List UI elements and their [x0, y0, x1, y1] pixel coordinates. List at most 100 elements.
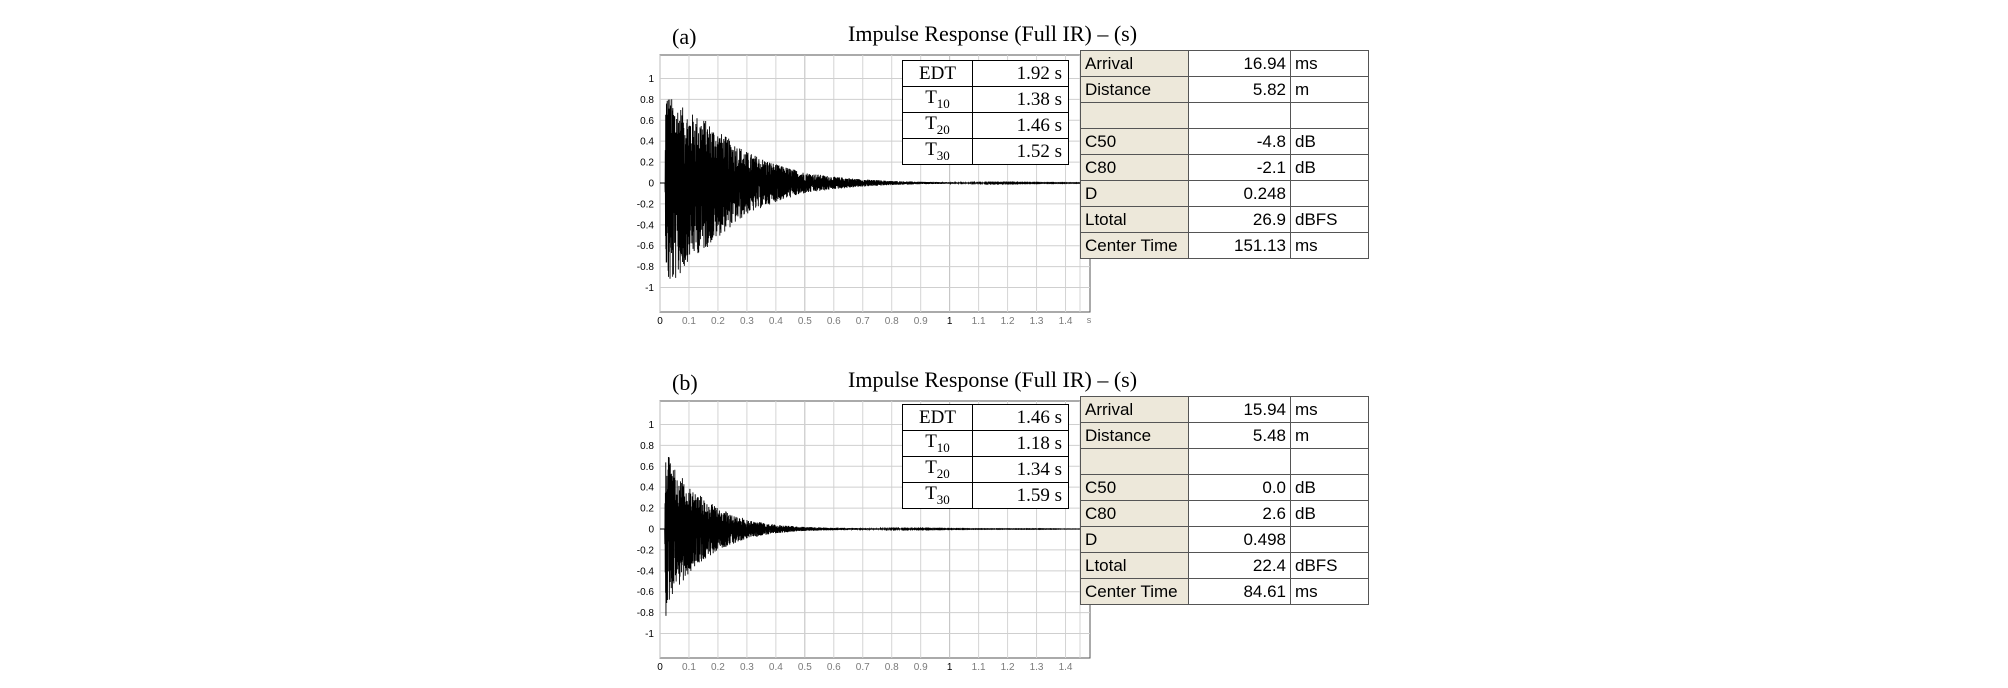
param-unit: m: [1290, 76, 1369, 103]
x-tick-label: 0.1: [682, 662, 696, 673]
param-name: Ltotal: [1080, 552, 1189, 579]
y-tick-label: -1: [645, 283, 654, 294]
chart-title: Impulse Response (Full IR) – (s): [848, 367, 1138, 392]
y-tick-label: 0.2: [640, 158, 654, 169]
x-tick-label: 0.7: [856, 662, 870, 673]
panel-b: (b) Impulse Response (Full IR) – (s) 0 0.…: [0, 344, 2008, 688]
param-value: 16.94: [1188, 50, 1291, 77]
table-row: EDT 1.92 s: [902, 60, 1069, 87]
x-tick-label: 0: [657, 316, 663, 327]
param-value: 84.61: [1188, 578, 1291, 605]
reverb-param-value: 1.59 s: [972, 482, 1069, 509]
param-name: [1080, 102, 1189, 129]
x-tick-label: 0.3: [740, 662, 754, 673]
table-row: [1080, 102, 1369, 129]
reverb-time-table: EDT 1.92 s T10 1.38 s T20 1.46 s T30 1.5…: [902, 60, 1069, 165]
reverb-param-value: 1.92 s: [972, 60, 1069, 87]
table-row: Center Time 151.13 ms: [1080, 232, 1369, 259]
table-row: T30 1.52 s: [902, 138, 1069, 165]
param-unit: [1290, 102, 1369, 129]
y-tick-label: 0.2: [640, 504, 654, 515]
param-name: Distance: [1080, 422, 1189, 449]
param-value: 2.6: [1188, 500, 1291, 527]
x-tick-label: 0.6: [827, 662, 841, 673]
param-name: [1080, 448, 1189, 475]
table-row: T10 1.38 s: [902, 86, 1069, 113]
param-unit: dB: [1290, 154, 1369, 181]
param-name: C50: [1080, 474, 1189, 501]
reverb-param-name: EDT: [902, 60, 973, 87]
param-name: Arrival: [1080, 396, 1189, 423]
y-tick-label: -0.4: [637, 220, 655, 231]
x-tick-label: 0.6: [827, 316, 841, 327]
param-unit: dBFS: [1290, 552, 1369, 579]
reverb-param-name: T30: [902, 482, 973, 509]
table-row: C50 0.0 dB: [1080, 474, 1369, 501]
y-tick-label: -0.8: [637, 608, 655, 619]
param-value: -2.1: [1188, 154, 1291, 181]
x-tick-label: 0.9: [914, 316, 928, 327]
reverb-param-name: T20: [902, 112, 973, 139]
x-tick-label: 1.4: [1059, 316, 1073, 327]
y-tick-label: 0.4: [640, 483, 654, 494]
x-tick-label: 0.2: [711, 316, 725, 327]
y-tick-label: 1: [648, 420, 654, 431]
reverb-param-name: T10: [902, 86, 973, 113]
table-row: D 0.248: [1080, 180, 1369, 207]
param-name: C50: [1080, 128, 1189, 155]
param-unit: ms: [1290, 396, 1369, 423]
x-tick-label: 0.7: [856, 316, 870, 327]
y-tick-label: 0.8: [640, 441, 654, 452]
x-tick-label: 0: [657, 662, 663, 673]
impulse-waveform: [660, 99, 1081, 279]
acoustic-params-table: Arrival 16.94 ms Distance 5.82 m C50 -4.8 dB C…: [1080, 50, 1369, 259]
reverb-param-value: 1.52 s: [972, 138, 1069, 165]
x-unit-label: s: [1087, 315, 1092, 325]
param-name: Arrival: [1080, 50, 1189, 77]
param-unit: ms: [1290, 232, 1369, 259]
param-value: -4.8: [1188, 128, 1291, 155]
y-tick-label: -1: [645, 629, 654, 640]
param-value: 151.13: [1188, 232, 1291, 259]
y-tick-label: -0.8: [637, 262, 655, 273]
y-tick-label: -0.6: [637, 241, 655, 252]
table-row: Ltotal 26.9 dBFS: [1080, 206, 1369, 233]
table-row: C50 -4.8 dB: [1080, 128, 1369, 155]
table-row: Center Time 84.61 ms: [1080, 578, 1369, 605]
param-value: 15.94: [1188, 396, 1291, 423]
x-tick-label: 1: [947, 316, 953, 327]
table-row: D 0.498: [1080, 526, 1369, 553]
x-tick-label: 1.1: [972, 662, 986, 673]
x-tick-label: 1.3: [1030, 316, 1044, 327]
param-value: [1188, 448, 1291, 475]
param-unit: m: [1290, 422, 1369, 449]
param-value: [1188, 102, 1291, 129]
table-row: Distance 5.48 m: [1080, 422, 1369, 449]
param-value: 0.0: [1188, 474, 1291, 501]
x-tick-label: 1.2: [1001, 662, 1015, 673]
y-tick-label: 1: [648, 74, 654, 85]
param-unit: [1290, 180, 1369, 207]
y-tick-label: -0.6: [637, 587, 655, 598]
param-name: C80: [1080, 500, 1189, 527]
panel-label: (a): [672, 24, 697, 49]
panel-label: (b): [672, 370, 698, 395]
param-name: Distance: [1080, 76, 1189, 103]
param-name: D: [1080, 526, 1189, 553]
param-name: Center Time: [1080, 578, 1189, 605]
param-value: 22.4: [1188, 552, 1291, 579]
param-unit: dB: [1290, 128, 1369, 155]
table-row: T20 1.34 s: [902, 456, 1069, 483]
param-value: 0.498: [1188, 526, 1291, 553]
x-tick-label: 1: [947, 662, 953, 673]
reverb-param-value: 1.46 s: [972, 112, 1069, 139]
x-tick-label: 1.2: [1001, 316, 1015, 327]
y-tick-label: 0.6: [640, 462, 654, 473]
y-tick-label: 0.4: [640, 137, 654, 148]
reverb-param-value: 1.34 s: [972, 456, 1069, 483]
param-value: 26.9: [1188, 206, 1291, 233]
y-tick-label: -0.4: [637, 566, 655, 577]
table-row: C80 -2.1 dB: [1080, 154, 1369, 181]
param-name: D: [1080, 180, 1189, 207]
y-tick-label: 0.8: [640, 95, 654, 106]
